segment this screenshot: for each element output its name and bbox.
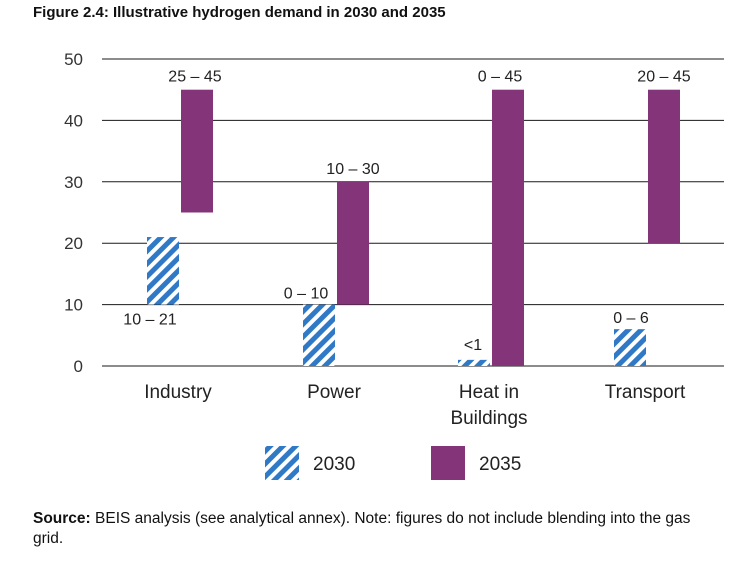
category-label: Transport <box>605 382 686 403</box>
figure-title: Figure 2.4: Illustrative hydrogen demand… <box>33 4 446 21</box>
category-labels: Industry Power Heat in Buildings Transport <box>144 382 686 429</box>
bar-2030 <box>458 359 490 366</box>
data-label-2035: 0 – 45 <box>478 69 523 86</box>
category-label: Buildings <box>450 408 527 429</box>
bar-2030 <box>614 329 646 366</box>
legend-swatch-2035 <box>431 446 465 480</box>
source-note: Source: BEIS analysis (see analytical an… <box>33 509 723 549</box>
bar-2035 <box>337 181 369 305</box>
y-tick-label: 30 <box>64 173 83 192</box>
data-label-2030: 0 – 6 <box>613 310 649 327</box>
data-label-2030: 0 – 10 <box>284 286 329 303</box>
y-tick-label: 0 <box>74 357 83 376</box>
bar-2035 <box>648 89 680 244</box>
bar-2035 <box>181 89 213 213</box>
bars <box>147 89 680 366</box>
legend-swatch-2030 <box>265 446 299 480</box>
y-tick-label: 20 <box>64 234 83 253</box>
category-label: Power <box>307 382 362 403</box>
data-label-2030: <1 <box>464 337 482 354</box>
legend-label-2030: 2030 <box>313 454 355 475</box>
bar-2035 <box>492 89 524 366</box>
category-label: Heat in <box>459 382 519 403</box>
y-axis-ticks: 0 10 20 30 40 50 <box>64 50 83 376</box>
data-label-2035: 10 – 30 <box>326 161 379 178</box>
y-tick-label: 10 <box>64 296 83 315</box>
bar-2030 <box>147 237 179 305</box>
data-label-2030: 10 – 21 <box>123 312 176 329</box>
category-label: Industry <box>144 382 212 403</box>
source-label: Source: <box>33 510 91 527</box>
y-tick-label: 50 <box>64 50 83 69</box>
data-labels: 25 – 45 10 – 30 0 – 45 20 – 45 10 – 21 0 – 10… <box>123 69 690 354</box>
y-tick-label: 40 <box>64 111 83 130</box>
bar-2030 <box>303 304 335 366</box>
data-label-2035: 25 – 45 <box>168 69 221 86</box>
source-text: BEIS analysis (see analytical annex). No… <box>33 510 691 547</box>
data-label-2035: 20 – 45 <box>637 69 690 86</box>
legend: 2030 2035 <box>265 446 521 480</box>
legend-label-2035: 2035 <box>479 454 521 475</box>
